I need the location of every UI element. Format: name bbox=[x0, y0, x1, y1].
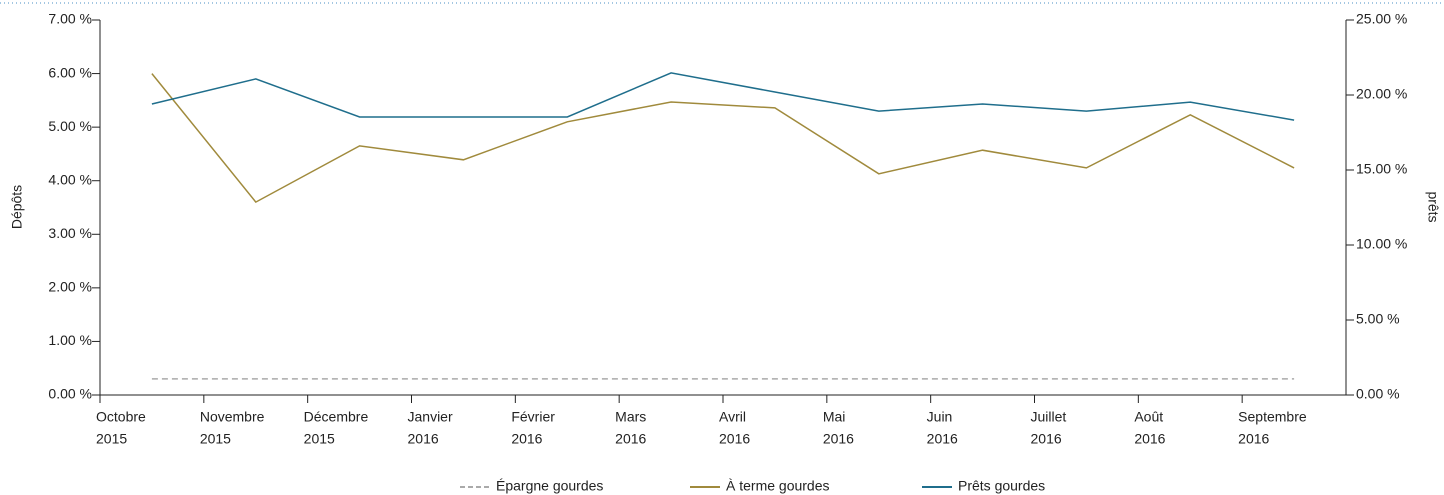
x-tick-label: Février bbox=[511, 409, 555, 425]
x-tick-label: 2016 bbox=[823, 431, 854, 447]
x-tick-label: Novembre bbox=[200, 409, 265, 425]
x-tick-label: 2015 bbox=[96, 431, 127, 447]
series-line bbox=[151, 73, 1295, 204]
x-tick-label: Juillet bbox=[1031, 409, 1067, 425]
y2-tick-label: 20.00 % bbox=[1356, 86, 1407, 102]
x-tick-label: 2016 bbox=[1238, 431, 1269, 447]
x-tick-label: 2016 bbox=[408, 431, 439, 447]
x-tick-label: 2015 bbox=[304, 431, 335, 447]
x-tick-label: Août bbox=[1134, 409, 1163, 425]
y2-tick-label: 0.00 % bbox=[1356, 386, 1400, 402]
x-tick-label: Avril bbox=[719, 409, 746, 425]
legend-label: Prêts gourdes bbox=[958, 478, 1045, 494]
y-axis-label: Dépôts bbox=[9, 185, 25, 229]
x-tick-label: 2016 bbox=[719, 431, 750, 447]
x-tick-label: Janvier bbox=[408, 409, 453, 425]
x-tick-label: 2016 bbox=[1134, 431, 1165, 447]
y-tick-label: 5.00 % bbox=[48, 118, 92, 134]
y-tick-label: 2.00 % bbox=[48, 279, 92, 295]
x-tick-label: Mai bbox=[823, 409, 846, 425]
x-tick-label: 2016 bbox=[615, 431, 646, 447]
y-tick-label: 3.00 % bbox=[48, 225, 92, 241]
x-tick-label: Octobre bbox=[96, 409, 146, 425]
legend-label: Épargne gourdes bbox=[496, 478, 603, 494]
y2-tick-label: 25.00 % bbox=[1356, 11, 1407, 27]
x-tick-label: Décembre bbox=[304, 409, 369, 425]
x-tick-label: 2016 bbox=[927, 431, 958, 447]
y2-tick-label: 15.00 % bbox=[1356, 161, 1407, 177]
y2-tick-label: 10.00 % bbox=[1356, 236, 1407, 252]
x-tick-label: 2016 bbox=[1031, 431, 1062, 447]
x-tick-label: Mars bbox=[615, 409, 646, 425]
legend-label: À terme gourdes bbox=[726, 478, 830, 494]
x-tick-label: 2015 bbox=[200, 431, 231, 447]
y2-tick-label: 5.00 % bbox=[1356, 311, 1400, 327]
y-tick-label: 7.00 % bbox=[48, 11, 92, 27]
x-tick-label: 2016 bbox=[511, 431, 542, 447]
y-tick-label: 6.00 % bbox=[48, 64, 92, 80]
x-tick-label: Juin bbox=[927, 409, 953, 425]
y2-axis-label: prêts bbox=[1425, 191, 1441, 222]
series-line bbox=[151, 72, 1295, 121]
y-tick-label: 4.00 % bbox=[48, 171, 92, 187]
y-tick-label: 1.00 % bbox=[48, 332, 92, 348]
y-tick-label: 0.00 % bbox=[48, 386, 92, 402]
x-tick-label: Septembre bbox=[1238, 409, 1307, 425]
